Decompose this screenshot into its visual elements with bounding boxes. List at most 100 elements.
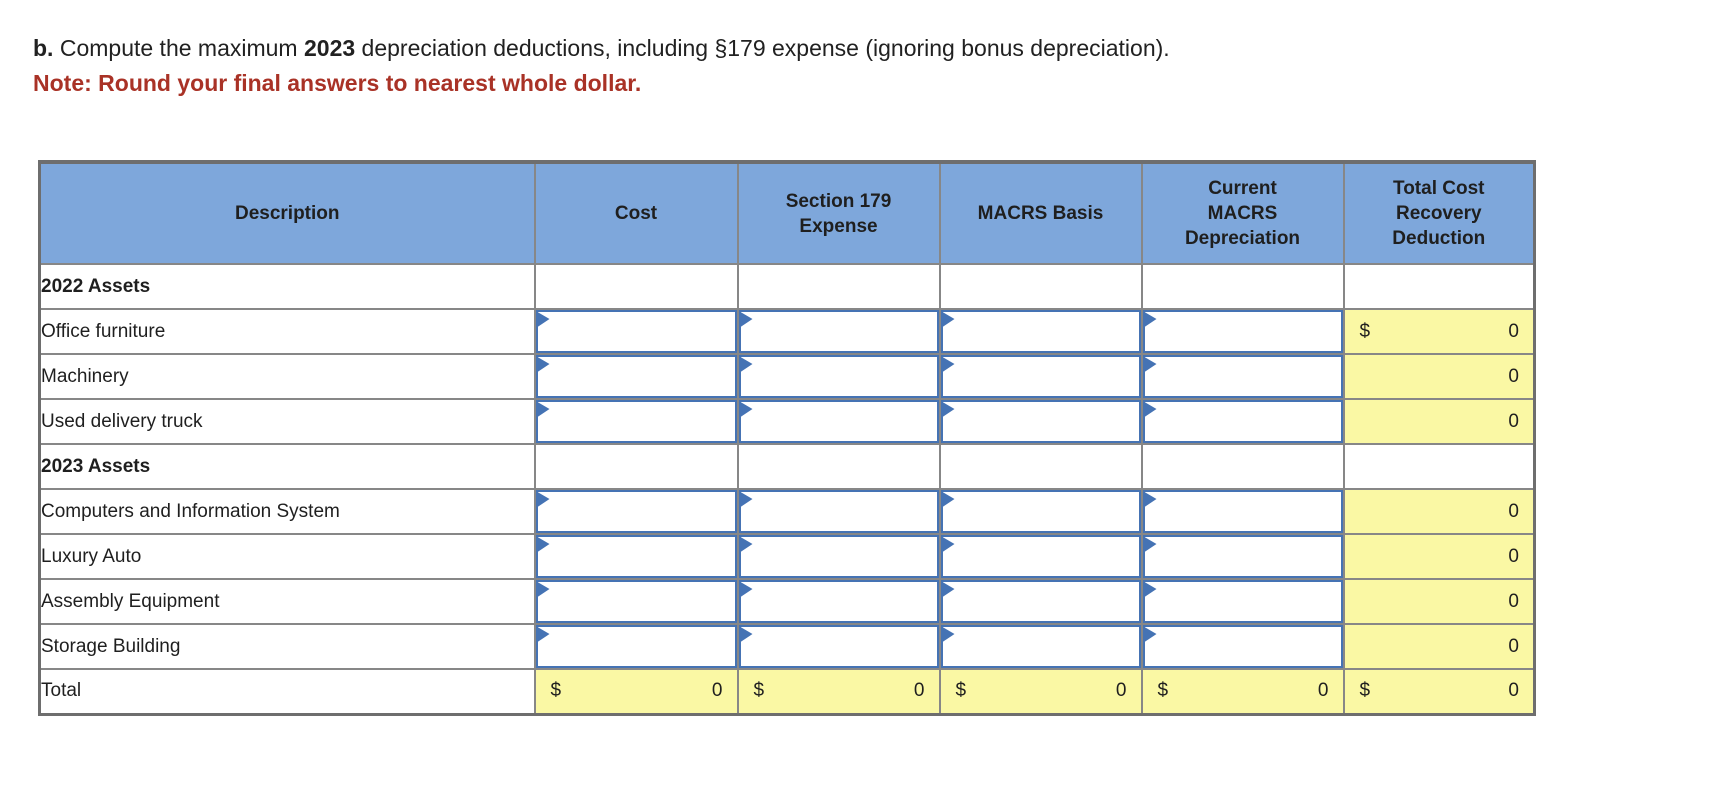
depreciation-table: Description Cost Section 179 Expense MAC…	[38, 160, 1536, 716]
header-cost: Cost	[533, 161, 739, 265]
input-macrs-basis[interactable]	[941, 536, 1140, 577]
description-cell: Machinery	[38, 353, 536, 400]
input-current-macrs[interactable]	[1143, 536, 1342, 577]
input-value	[741, 357, 937, 396]
input-current-macrs[interactable]	[1143, 491, 1342, 532]
input-section-179[interactable]	[739, 626, 938, 667]
input-cell-macrs-basis	[938, 623, 1143, 670]
input-macrs-basis[interactable]	[941, 491, 1140, 532]
input-value	[943, 492, 1139, 531]
cell-value: 0	[1317, 680, 1329, 702]
input-macrs-basis[interactable]	[941, 356, 1140, 397]
description-cell: Storage Building	[38, 623, 536, 670]
input-section-179[interactable]	[739, 581, 938, 622]
description-cell: Assembly Equipment	[38, 578, 536, 625]
input-cell-section-179	[736, 623, 941, 670]
total-cell: $0	[736, 668, 941, 715]
input-row: Storage Building 0	[38, 623, 1536, 670]
input-macrs-basis[interactable]	[941, 401, 1140, 442]
input-cell-cost	[533, 353, 739, 400]
empty-cell	[533, 263, 739, 310]
recovery-cell: 0	[1342, 488, 1536, 535]
money-wrap: 0	[1346, 500, 1533, 523]
input-macrs-basis[interactable]	[941, 626, 1140, 667]
header-section-179-expense: Section 179 Expense	[736, 161, 941, 265]
input-current-macrs[interactable]	[1143, 356, 1342, 397]
input-section-179[interactable]	[739, 356, 938, 397]
money-wrap: 0	[1346, 366, 1533, 388]
input-cell-section-179	[736, 533, 941, 580]
empty-cell	[1342, 443, 1536, 490]
input-section-179[interactable]	[739, 536, 938, 577]
description-cell: 2023 Assets	[38, 443, 536, 490]
input-value	[538, 492, 735, 531]
input-macrs-basis[interactable]	[941, 311, 1140, 352]
input-cell-section-179	[736, 353, 941, 400]
input-cost[interactable]	[536, 626, 736, 667]
input-value	[1145, 312, 1341, 351]
money-wrap: 0	[1346, 546, 1533, 568]
input-current-macrs[interactable]	[1143, 581, 1342, 622]
input-cost[interactable]	[536, 311, 736, 352]
input-cell-cost	[533, 308, 739, 355]
input-value	[538, 537, 735, 576]
money-wrap: 0	[1346, 590, 1533, 613]
empty-cell	[1140, 443, 1345, 490]
total-row: Total $0 $0 $0 $0 $0	[38, 668, 1536, 715]
input-value	[1145, 402, 1341, 441]
cell-value: 0	[1508, 590, 1519, 612]
input-value	[741, 312, 937, 351]
header-macrs-basis: MACRS Basis	[938, 161, 1143, 265]
input-cell-cost	[533, 623, 739, 670]
input-cell-current-macrs	[1140, 308, 1345, 355]
input-cost[interactable]	[536, 491, 736, 532]
description-cell: Computers and Information System	[38, 488, 536, 535]
input-current-macrs[interactable]	[1143, 311, 1342, 352]
input-section-179[interactable]	[739, 491, 938, 532]
money-wrap: $0	[1346, 321, 1533, 343]
header-description: Description	[38, 161, 536, 265]
input-cell-section-179	[736, 578, 941, 625]
input-cell-section-179	[736, 398, 941, 445]
input-section-179[interactable]	[739, 401, 938, 442]
header-row: Description Cost Section 179 Expense MAC…	[38, 161, 1536, 265]
dollar-sign: $	[1359, 680, 1371, 702]
input-value	[538, 582, 735, 621]
input-value	[1145, 627, 1341, 666]
input-cell-macrs-basis	[938, 308, 1143, 355]
total-cell: $0	[1342, 668, 1536, 715]
total-cell: $0	[1140, 668, 1345, 715]
input-cost[interactable]	[536, 536, 736, 577]
header-total-cost-recovery-deduction: Total Cost Recovery Deduction	[1342, 161, 1536, 265]
note-text: Note: Round your final answers to neares…	[33, 70, 642, 96]
cell-value: 0	[1508, 410, 1519, 432]
recovery-cell: 0	[1342, 623, 1536, 670]
input-value	[538, 357, 735, 396]
input-cost[interactable]	[536, 401, 736, 442]
money-wrap: 0	[1346, 636, 1533, 658]
description-cell: Used delivery truck	[38, 398, 536, 445]
input-value	[741, 627, 937, 666]
input-current-macrs[interactable]	[1143, 401, 1342, 442]
input-cell-section-179	[736, 308, 941, 355]
input-cost[interactable]	[536, 581, 736, 622]
input-current-macrs[interactable]	[1143, 626, 1342, 667]
input-cell-macrs-basis	[938, 398, 1143, 445]
recovery-cell: $0	[1342, 308, 1536, 355]
money-wrap: 0	[1346, 410, 1533, 433]
input-cell-current-macrs	[1140, 353, 1345, 400]
input-cell-macrs-basis	[938, 578, 1143, 625]
cell-value: 0	[1115, 680, 1127, 702]
cell-value: 0	[1508, 500, 1519, 522]
money-wrap: $0	[942, 680, 1140, 702]
input-value	[1145, 537, 1341, 576]
input-macrs-basis[interactable]	[941, 581, 1140, 622]
input-value	[1145, 357, 1341, 396]
money-wrap: $0	[1144, 680, 1342, 702]
total-cell: $0	[533, 668, 739, 715]
empty-cell	[1140, 263, 1345, 310]
description-cell: Total	[38, 668, 536, 715]
input-cost[interactable]	[536, 356, 736, 397]
input-section-179[interactable]	[739, 311, 938, 352]
recovery-cell: 0	[1342, 353, 1536, 400]
